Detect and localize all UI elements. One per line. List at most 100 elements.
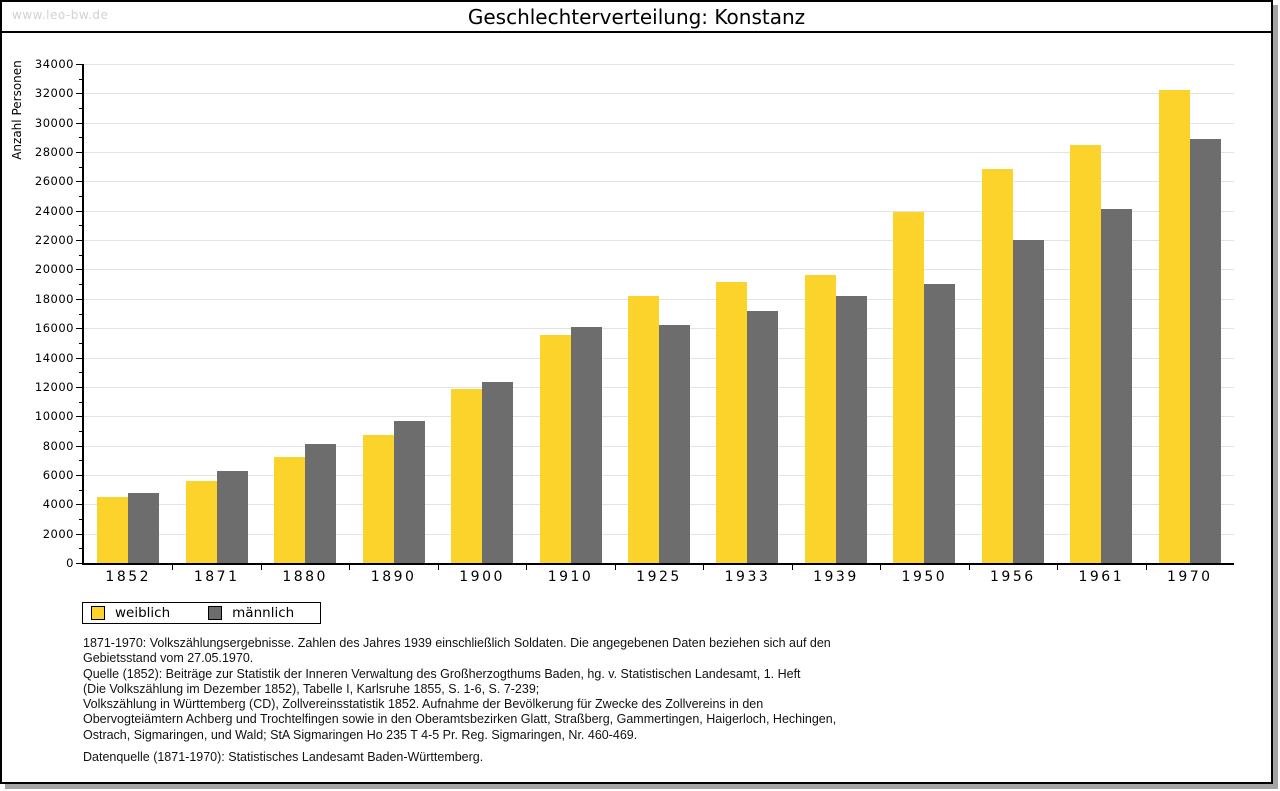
x-boundary-tick (260, 565, 262, 570)
x-boundary-tick (172, 565, 174, 570)
y-major-tick (76, 269, 82, 271)
y-tick-label: 30000 (34, 115, 74, 130)
x-boundary-tick (349, 565, 351, 570)
y-tick-label: 32000 (34, 86, 74, 101)
y-major-tick (76, 210, 82, 212)
x-tick-label: 1852 (105, 569, 152, 585)
y-tick-label: 34000 (34, 57, 74, 71)
y-minor-tick (79, 166, 82, 168)
y-minor-tick (79, 313, 82, 315)
bar-weiblich-1961 (1070, 145, 1102, 563)
y-minor-tick (79, 460, 82, 462)
y-tick-label: 18000 (34, 291, 74, 306)
y-major-tick (76, 357, 82, 359)
gridline (84, 93, 1234, 95)
y-minor-tick (79, 108, 82, 110)
x-tick-label: 1956 (990, 569, 1036, 585)
bar-männlich-1956 (1012, 240, 1044, 563)
y-tick-label: 20000 (34, 262, 74, 277)
y-major-tick (76, 64, 82, 65)
footnote-line: Volkszählung in Württemberg (CD), Zollve… (83, 697, 764, 712)
y-major-tick (76, 504, 82, 506)
x-boundary-tick (1057, 565, 1059, 570)
y-tick-label: 22000 (34, 233, 74, 248)
y-minor-tick (79, 225, 82, 227)
bar-männlich-1939 (835, 295, 867, 563)
y-major-tick (76, 122, 82, 124)
x-boundary-tick (437, 565, 439, 570)
x-tick-label: 1961 (1078, 569, 1125, 585)
x-boundary-tick (1145, 565, 1147, 570)
x-tick-label: 1910 (547, 569, 594, 585)
bar-weiblich-1950 (893, 211, 925, 563)
y-minor-tick (79, 78, 82, 80)
y-tick-label: 16000 (34, 321, 74, 336)
footnote-line: Ostrach, Sigmaringen, und Wald; StA Sigm… (83, 727, 638, 742)
bar-weiblich-1925 (628, 295, 659, 563)
footnote-line: Gebietsstand vom 27.05.1970. (83, 651, 254, 666)
x-tick-label: 1900 (459, 569, 505, 585)
footnote-line: Quelle (1852): Beiträge zur Statistik de… (83, 666, 801, 681)
x-boundary-tick (526, 565, 528, 570)
y-minor-tick (79, 548, 82, 550)
y-major-tick (76, 298, 82, 300)
legend-label: männlich (232, 605, 295, 621)
x-boundary-tick (968, 565, 970, 570)
legend: weiblich männlich (82, 602, 322, 624)
bar-weiblich-1871 (185, 480, 217, 563)
y-tick-label: 24000 (34, 203, 74, 218)
y-major-tick (76, 240, 82, 242)
bar-männlich-1910 (570, 326, 602, 563)
legend-item-männlich: männlich (208, 605, 294, 621)
legend-swatch-männlich (208, 606, 223, 620)
gridline (84, 298, 1234, 300)
y-minor-tick (79, 372, 82, 374)
x-tick-label: 1925 (636, 569, 682, 585)
y-minor-tick (79, 401, 82, 403)
y-tick-label: 14000 (34, 350, 74, 365)
y-tick-label: 10000 (34, 409, 74, 424)
y-major-tick (76, 533, 82, 535)
y-minor-tick (79, 518, 82, 520)
y-minor-tick (79, 342, 82, 344)
y-minor-tick (79, 137, 82, 139)
y-major-tick (76, 445, 82, 447)
x-boundary-tick (880, 565, 882, 570)
y-tick-label: 6000 (42, 467, 74, 482)
x-tick-label: 1939 (813, 569, 859, 585)
y-major-tick (76, 328, 82, 330)
bar-weiblich-1933 (716, 281, 748, 563)
bar-männlich-1950 (924, 284, 956, 563)
gridline (84, 152, 1234, 154)
bar-männlich-1852 (128, 492, 160, 563)
gridline (84, 122, 1234, 124)
bar-weiblich-1970 (1158, 89, 1190, 563)
bar-männlich-1880 (305, 444, 337, 563)
gridline (84, 210, 1234, 212)
y-tick-label: 4000 (42, 497, 74, 512)
legend-item-weiblich: weiblich (91, 605, 170, 621)
y-tick-label: 12000 (34, 379, 74, 394)
footnote-line: 1871-1970: Volkszählungsergebnisse. Zahl… (83, 636, 831, 650)
bar-männlich-1925 (659, 325, 690, 563)
footnote-line: (Die Volkszählung im Dezember 1852), Tab… (83, 681, 540, 696)
x-boundary-tick (703, 565, 705, 570)
bar-weiblich-1900 (451, 389, 483, 563)
gridline (84, 269, 1234, 271)
x-tick-label: 1933 (724, 569, 771, 585)
bar-männlich-1961 (1101, 209, 1133, 563)
plot-area (82, 64, 1234, 565)
bar-männlich-1970 (1189, 138, 1221, 563)
footnote-line: Obervogteiämtern Achberg und Trochtelfin… (83, 712, 837, 727)
y-major-tick (76, 386, 82, 388)
page-title: Geschlechterverteilung: Konstanz (467, 5, 806, 29)
datasource-note: Datenquelle (1871-1970): Statistisches L… (83, 750, 484, 764)
chart-content: www.leo-bw.de Geschlechterverteilung: Ko… (2, 2, 1271, 782)
y-minor-tick (79, 284, 82, 286)
y-minor-tick (79, 254, 82, 256)
watermark: www.leo-bw.de (12, 8, 109, 22)
y-major-tick (76, 416, 82, 418)
y-axis-title: Anzahl Personen (10, 60, 24, 160)
gridline (84, 64, 1234, 65)
